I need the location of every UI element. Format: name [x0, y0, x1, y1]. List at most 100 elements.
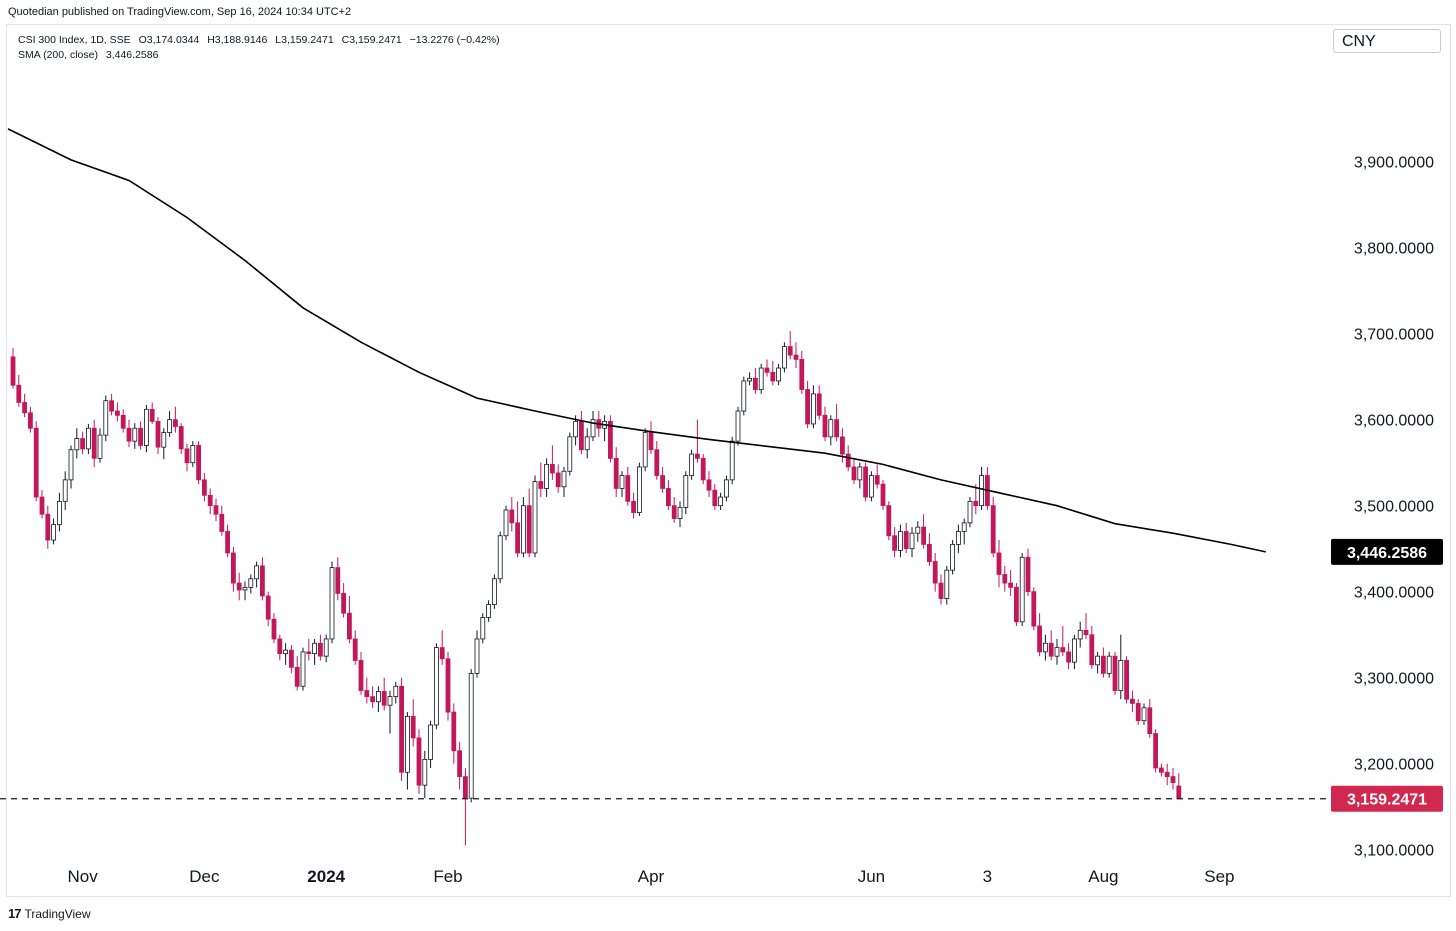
candle-body[interactable]	[787, 346, 793, 356]
candle-body[interactable]	[799, 359, 805, 390]
candle-body[interactable]	[225, 531, 231, 554]
candle-body[interactable]	[74, 438, 80, 451]
candle-body[interactable]	[654, 449, 660, 476]
candle-body[interactable]	[410, 715, 416, 739]
candle-body[interactable]	[613, 457, 619, 489]
candle-body[interactable]	[62, 479, 68, 502]
candle-body[interactable]	[700, 457, 706, 481]
candle-body[interactable]	[822, 414, 828, 438]
candle-body[interactable]	[306, 651, 312, 654]
candle-body[interactable]	[277, 638, 283, 654]
candle-body[interactable]	[1048, 642, 1054, 657]
candle-body[interactable]	[207, 494, 213, 507]
candle-body[interactable]	[422, 758, 428, 786]
candle-body[interactable]	[1002, 574, 1008, 584]
candle-body[interactable]	[265, 595, 271, 620]
candle-body[interactable]	[178, 426, 184, 450]
candle-body[interactable]	[509, 509, 515, 524]
candle-body[interactable]	[869, 475, 874, 498]
candle-body[interactable]	[283, 649, 289, 654]
candle-body[interactable]	[956, 531, 961, 545]
candle-body[interactable]	[689, 453, 694, 476]
candle-body[interactable]	[91, 427, 97, 459]
candle-body[interactable]	[335, 567, 341, 594]
candle-body[interactable]	[341, 592, 347, 614]
candle-body[interactable]	[242, 586, 248, 591]
candle-body[interactable]	[996, 552, 1002, 575]
candle-body[interactable]	[909, 532, 915, 550]
candle-body[interactable]	[927, 543, 932, 562]
candle-body[interactable]	[857, 466, 863, 481]
candle-body[interactable]	[550, 463, 555, 474]
candle-body[interactable]	[184, 448, 190, 464]
candle-body[interactable]	[811, 393, 816, 425]
candle-body[interactable]	[393, 685, 399, 697]
candle-body[interactable]	[932, 561, 938, 584]
candle-body[interactable]	[584, 436, 590, 451]
candle-body[interactable]	[312, 642, 318, 654]
candle-body[interactable]	[323, 638, 329, 657]
candle-body[interactable]	[776, 367, 781, 382]
candle-body[interactable]	[16, 384, 22, 403]
candle-body[interactable]	[1141, 707, 1147, 722]
candle-body[interactable]	[880, 483, 886, 507]
candle-body[interactable]	[695, 453, 700, 459]
candle-body[interactable]	[439, 647, 445, 660]
candle-body[interactable]	[294, 666, 300, 687]
sma-200-line[interactable]	[7, 128, 1266, 553]
candle-body[interactable]	[27, 412, 33, 429]
candle-body[interactable]	[138, 427, 144, 446]
candle-body[interactable]	[149, 408, 155, 422]
candle-body[interactable]	[1031, 591, 1037, 627]
candle-body[interactable]	[51, 524, 56, 541]
candle-body[interactable]	[80, 438, 85, 450]
candle-body[interactable]	[660, 475, 665, 489]
candle-body[interactable]	[544, 463, 549, 489]
candle-body[interactable]	[1124, 660, 1129, 700]
candle-body[interactable]	[863, 466, 868, 498]
candle-body[interactable]	[1089, 634, 1095, 666]
candle-body[interactable]	[718, 496, 723, 507]
candle-body[interactable]	[816, 393, 822, 416]
candle-body[interactable]	[886, 505, 892, 537]
candle-body[interactable]	[892, 535, 897, 551]
candle-body[interactable]	[724, 479, 729, 498]
candle-body[interactable]	[109, 400, 114, 412]
candle-body[interactable]	[921, 526, 926, 545]
candle-body[interactable]	[451, 711, 457, 752]
candle-body[interactable]	[457, 750, 463, 777]
candle-body[interactable]	[428, 724, 434, 760]
candle-body[interactable]	[161, 432, 167, 448]
currency-selector[interactable]: CNY	[1333, 29, 1441, 53]
candle-body[interactable]	[538, 481, 544, 489]
candle-body[interactable]	[462, 776, 468, 799]
candle-body[interactable]	[132, 427, 138, 442]
candle-body[interactable]	[840, 436, 845, 455]
candle-body[interactable]	[770, 371, 776, 382]
candle-body[interactable]	[254, 565, 260, 580]
candle-body[interactable]	[103, 400, 109, 436]
candle-body[interactable]	[404, 715, 410, 773]
candle-body[interactable]	[1060, 647, 1066, 653]
candle-body[interactable]	[625, 475, 631, 502]
candle-body[interactable]	[433, 647, 439, 726]
candle-body[interactable]	[619, 475, 625, 489]
candle-body[interactable]	[155, 420, 161, 448]
candle-body[interactable]	[236, 582, 242, 591]
candle-body[interactable]	[1037, 625, 1042, 653]
candle-body[interactable]	[445, 658, 451, 713]
candle-body[interactable]	[1170, 776, 1176, 784]
candle-body[interactable]	[637, 466, 642, 513]
candle-body[interactable]	[741, 380, 747, 412]
candle-body[interactable]	[126, 427, 132, 442]
candle-body[interactable]	[567, 436, 573, 472]
candle-body[interactable]	[68, 449, 74, 481]
candle-body[interactable]	[555, 472, 561, 488]
candle-body[interactable]	[874, 475, 880, 485]
candle-body[interactable]	[903, 531, 909, 550]
candle-body[interactable]	[642, 432, 648, 468]
candle-body[interactable]	[898, 531, 903, 551]
candle-body[interactable]	[1147, 707, 1153, 734]
candle-body[interactable]	[1118, 660, 1124, 691]
candle-body[interactable]	[782, 346, 787, 369]
